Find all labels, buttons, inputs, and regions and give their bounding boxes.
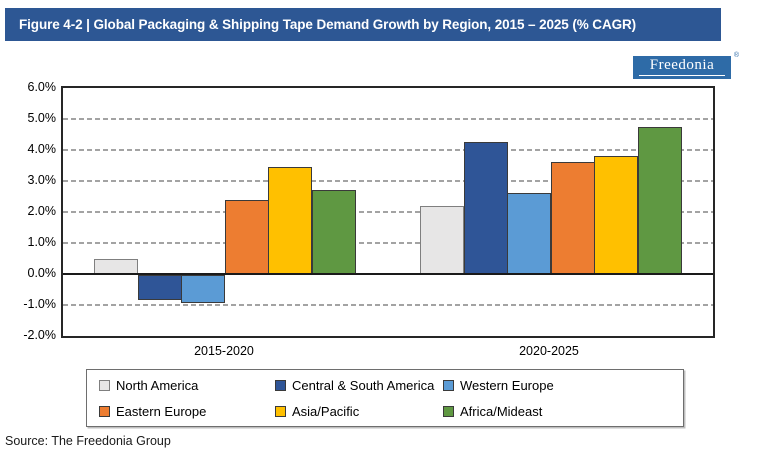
legend-label: Central & South America [292,377,435,393]
source-text: Source: The Freedonia Group [5,434,171,448]
y-tick-label: 3.0% [27,173,57,187]
y-tick-label: -2.0% [23,328,56,342]
registered-trademark-icon: ® [733,52,739,59]
gridline [63,242,713,244]
x-axis-label-2020-2025: 2020-2025 [519,344,579,358]
figure-title-banner: Figure 4-2 | Global Packaging & Shipping… [5,8,721,41]
y-tick-label: 2.0% [27,204,57,218]
bar-asia-pacific-2015-2020 [268,167,312,274]
bar-asia-pacific-2020-2025 [594,156,638,274]
legend-label: North America [116,377,199,393]
legend-item: Africa/Mideast [443,399,683,423]
legend-swatch-icon [275,379,286,391]
legend-swatch-icon [443,379,454,391]
legend-label: Eastern Europe [116,403,207,419]
legend-item: Western Europe [443,373,683,397]
gridline [63,180,713,182]
legend-swatch-icon [99,379,110,391]
legend-label: Western Europe [460,377,554,393]
bar-western-europe-2015-2020 [181,275,225,303]
bar-africa-mideast-2015-2020 [312,190,356,274]
x-axis-label-2015-2020: 2015-2020 [194,344,254,358]
legend-item: North America [99,373,275,397]
freedonia-logo-underline [639,74,725,76]
bar-central-south-america-2015-2020 [138,275,182,300]
legend-swatch-icon [275,405,286,417]
y-tick-label: 4.0% [27,142,57,156]
plot-area [61,86,715,338]
bar-north-america-2020-2025 [420,206,464,274]
bar-eastern-europe-2020-2025 [551,162,595,274]
bar-africa-mideast-2020-2025 [638,127,682,274]
legend-box: North America Central & South America West… [86,369,684,427]
legend-item: Asia/Pacific [275,399,443,423]
legend-item: Eastern Europe [99,399,275,423]
gridline [63,118,713,120]
y-tick-label: 1.0% [27,235,57,249]
bar-central-south-america-2020-2025 [464,142,508,274]
y-tick-label: -1.0% [23,297,56,311]
gridline [63,304,713,306]
y-tick-label: 6.0% [27,80,57,94]
gridline [63,211,713,213]
legend-label: Africa/Mideast [460,403,543,419]
bar-western-europe-2020-2025 [507,193,551,274]
figure-title: Figure 4-2 | Global Packaging & Shipping… [19,17,637,32]
y-tick-label: 5.0% [27,111,57,125]
bar-eastern-europe-2015-2020 [225,200,269,274]
plot-inner [63,88,713,336]
gridline [63,149,713,151]
y-tick-label: 0.0% [27,266,57,280]
freedonia-logo-text: Freedonia [649,57,715,73]
legend-item: Central & South America [275,373,443,397]
freedonia-logo: Freedonia ® [633,52,739,79]
zero-axis-line [63,273,713,275]
legend-swatch-icon [443,405,454,417]
legend-label: Asia/Pacific [292,403,360,419]
legend-swatch-icon [99,405,110,417]
